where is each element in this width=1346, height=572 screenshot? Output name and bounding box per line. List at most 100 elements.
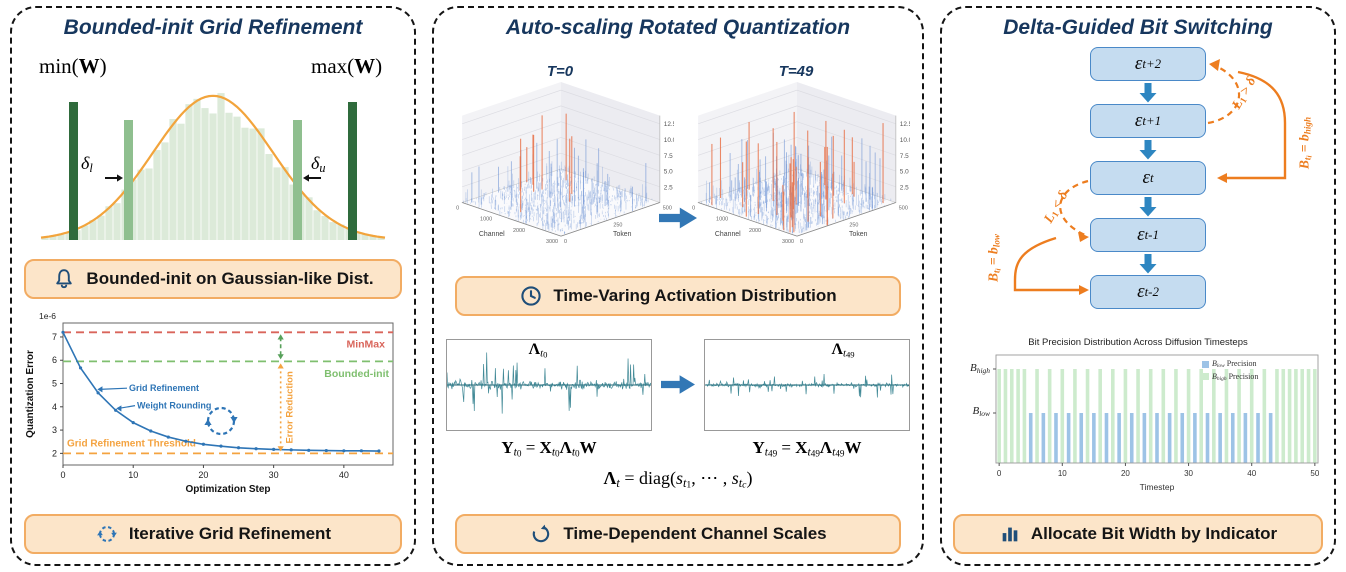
svg-text:Grid Refinement: Grid Refinement: [129, 383, 199, 393]
svg-text:Error Reduction: Error Reduction: [285, 371, 296, 444]
svg-text:Channel: Channel: [479, 231, 505, 238]
b-high-arrow: [1221, 70, 1287, 179]
svg-text:4: 4: [52, 401, 57, 411]
surface-t49-block: T=49 2.5 5.0 7.5 10.0 12.5 0 1000 2000 3000 0 250 5…: [682, 63, 910, 253]
badge-label: Iterative Grid Refinement: [128, 524, 332, 543]
legend-swatch-low: [1202, 360, 1209, 368]
b-low-arrow: [1013, 236, 1083, 291]
svg-text:Timestep: Timestep: [1140, 482, 1175, 492]
svg-text:50: 50: [1310, 469, 1319, 478]
node-eps-t-plus-2: ε t+2: [1090, 46, 1206, 81]
legend-low: Blow Precision: [1202, 359, 1258, 370]
channel-scales-group: Λt0 Λt49 Yt0 = Xt0Λt0W Yt49 = Xt49Λt49W …: [446, 338, 910, 492]
panel-title-left: Bounded-init Grid Refinement: [63, 16, 363, 39]
svg-text:Bounded-init: Bounded-init: [324, 368, 389, 380]
flow-arrows: [1013, 58, 1287, 295]
svg-text:0: 0: [60, 470, 65, 480]
node-eps-t-minus-2: ε t-2: [1090, 274, 1206, 309]
right-arrow-icon: [661, 375, 695, 394]
svg-text:2000: 2000: [749, 228, 761, 234]
svg-text:0: 0: [692, 205, 695, 211]
cycle-arrow-icon: [533, 524, 550, 543]
lambda-t0-signal: [447, 351, 651, 414]
svg-text:Grid Refinement Threshold: Grid Refinement Threshold: [67, 438, 196, 449]
legend-high: Bhigh Precision: [1202, 372, 1258, 382]
bar-chart-icon: [1002, 527, 1018, 542]
lambda-t49-plot: Λt49: [704, 338, 910, 431]
equation-t49: Yt49 = Xt49Λt49W: [752, 437, 862, 459]
svg-text:12.5: 12.5: [900, 121, 910, 128]
bit-precision-bars: 0 10 20 30 40 50 Timestep: [993, 354, 1320, 492]
svg-text:5.0: 5.0: [664, 168, 673, 175]
svg-text:2.5: 2.5: [900, 184, 909, 191]
svg-text:Optimization Step: Optimization Step: [186, 484, 271, 495]
activation-surfaces: T=0 2.5 5.0 7.5 10.0 12.5 0 1000 2000 3000 0 250 50…: [446, 63, 910, 253]
quantization-error-chart: 2 3 4 5 6 7 1e-6 0 10 20 30 40 Optimization Step Quan…: [25, 311, 394, 495]
b-low-tick-label: Blow: [972, 405, 990, 419]
svg-text:10.0: 10.0: [664, 137, 674, 144]
svg-text:2: 2: [52, 448, 57, 458]
down-arrow-icon: [1139, 196, 1157, 217]
svg-text:40: 40: [339, 470, 349, 480]
min-w-label: min(W): [39, 53, 107, 78]
delta-u-label: δu: [311, 152, 326, 175]
svg-text:40: 40: [1247, 469, 1256, 478]
l1-gt-delta-arrow: [1207, 63, 1241, 124]
weight-distribution-plot: min(W) max(W) δl δu: [23, 50, 403, 250]
svg-text:10: 10: [128, 470, 138, 480]
time-dependent-badge: Time-Dependent Channel Scales: [455, 513, 901, 554]
svg-text:10: 10: [1058, 469, 1067, 478]
svg-text:Quantization Error: Quantization Error: [25, 350, 36, 438]
badge-label: Time-Varing Activation Distribution: [553, 285, 837, 305]
svg-text:MinMax: MinMax: [346, 338, 385, 350]
delta-l-label: δl: [81, 152, 93, 175]
b-high-tick-label: Bhigh: [969, 362, 990, 376]
svg-text:2000: 2000: [513, 228, 525, 234]
svg-text:5.0: 5.0: [900, 168, 909, 175]
svg-text:10.0: 10.0: [900, 137, 910, 144]
svg-text:0: 0: [456, 205, 459, 211]
lambda-t0-label: Λt0: [528, 340, 548, 359]
allocate-bit-width-badge: Allocate Bit Width by Indicator: [953, 513, 1323, 554]
panel-bounded-init-grid-refinement: Bounded-init Grid Refinement min(W) max(…: [10, 6, 416, 566]
activation-surface-t49: 2.5 5.0 7.5 10.0 12.5 0 1000 2000 3000 0 250 500 Cha…: [692, 81, 910, 245]
svg-text:12.5: 12.5: [664, 121, 674, 128]
svg-text:2.5: 2.5: [664, 184, 673, 191]
svg-text:7.5: 7.5: [664, 153, 673, 160]
bit-precision-chart: Bit Precision Distribution Across Diffus…: [950, 337, 1326, 511]
b-high-label: Bti = bhigh: [1296, 116, 1314, 169]
svg-text:20: 20: [1121, 469, 1130, 478]
panel-title-middle: Auto-scaling Rotated Quantization: [505, 16, 851, 39]
badge-label: Allocate Bit Width by Indicator: [1030, 523, 1278, 543]
svg-text:250: 250: [613, 222, 622, 228]
svg-text:30: 30: [269, 470, 279, 480]
svg-text:Token: Token: [613, 231, 632, 238]
badge-label: Bounded-init on Gaussian-like Dist.: [86, 269, 374, 288]
b-low-label: Bti = blow: [985, 233, 1003, 282]
svg-text:3: 3: [52, 425, 57, 435]
down-arrow-icon: [1139, 253, 1157, 274]
equation-t0: Yt0 = Xt0Λt0W: [501, 437, 597, 459]
svg-text:1000: 1000: [716, 217, 728, 223]
t0-label: T=0: [546, 62, 574, 80]
legend-swatch-high: [1202, 373, 1209, 381]
right-arrow-icon: [659, 207, 697, 229]
node-eps-t-minus-1: ε t-1: [1090, 217, 1206, 252]
svg-text:5: 5: [52, 378, 57, 388]
svg-text:Channel: Channel: [715, 231, 741, 238]
svg-text:7.5: 7.5: [900, 153, 909, 160]
surface-t0-block: T=0 2.5 5.0 7.5 10.0 12.5 0 1000 2000 3000 0 250 50…: [446, 63, 674, 253]
node-eps-t-plus-1: ε t+1: [1090, 103, 1206, 138]
rotation-equations: Yt0 = Xt0Λt0W Yt49 = Xt49Λt49W: [446, 438, 910, 459]
t49-label: T=49: [778, 62, 814, 80]
svg-text:0: 0: [997, 469, 1002, 478]
svg-text:250: 250: [849, 222, 858, 228]
svg-text:7: 7: [52, 331, 57, 341]
svg-text:3000: 3000: [782, 239, 794, 245]
lambda-t0-plot: Λt0: [446, 338, 652, 431]
gaussian-histogram: [40, 92, 386, 240]
svg-text:500: 500: [899, 205, 908, 211]
panel-auto-scaling-rotated-quantization: Auto-scaling Rotated Quantization T=0 2.…: [432, 6, 924, 566]
svg-text:6: 6: [52, 355, 57, 365]
